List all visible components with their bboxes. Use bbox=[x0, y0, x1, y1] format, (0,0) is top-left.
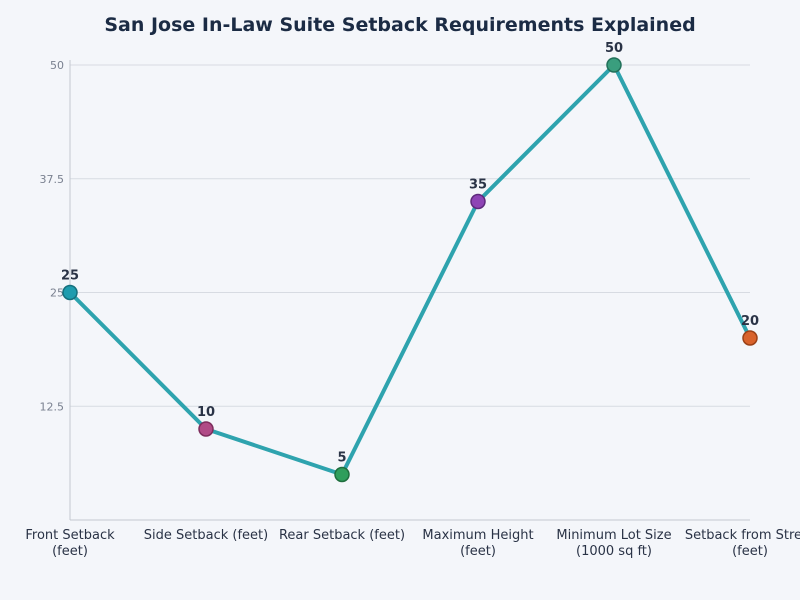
data-point bbox=[742, 330, 758, 346]
x-tick-label-line: Setback from Street bbox=[685, 528, 800, 543]
data-point bbox=[334, 466, 350, 483]
series-line bbox=[68, 63, 752, 477]
x-tick-label: Front Setback (feet) bbox=[25, 528, 115, 559]
data-point bbox=[606, 57, 622, 73]
x-tick-label: Minimum Lot Size (1000 sq ft) bbox=[556, 528, 671, 559]
y-tick-label: 25 bbox=[50, 287, 64, 300]
x-tick-label-line: (1000 sq ft) bbox=[576, 544, 652, 559]
x-tick-label-line: Maximum Height bbox=[422, 528, 533, 543]
y-tick-label: 37.5 bbox=[40, 173, 65, 186]
x-tick-label-line: Rear Setback (feet) bbox=[279, 528, 405, 543]
x-tick-label-line: Minimum Lot Size bbox=[556, 528, 671, 543]
data-point bbox=[198, 421, 214, 437]
data-label: 25 bbox=[61, 269, 79, 284]
data-point bbox=[470, 193, 486, 210]
x-tick-label: Rear Setback (feet) bbox=[279, 528, 405, 543]
data-label: 35 bbox=[469, 178, 487, 193]
x-tick-label: Maximum Height (feet) bbox=[422, 528, 533, 559]
data-label: 50 bbox=[605, 41, 623, 56]
data-label: 20 bbox=[741, 314, 759, 329]
x-tick-label-line: Front Setback bbox=[25, 528, 115, 543]
x-tick-label-line: (feet) bbox=[460, 544, 496, 559]
x-tick-label: Side Setback (feet) bbox=[144, 528, 268, 543]
data-label: 5 bbox=[337, 451, 346, 466]
y-tick-label: 12.5 bbox=[40, 400, 65, 413]
x-tick-label-line: Side Setback (feet) bbox=[144, 528, 268, 543]
x-tick-label: Setback from Street(feet) bbox=[685, 528, 800, 559]
x-tick-label-line: (feet) bbox=[52, 544, 88, 559]
data-point bbox=[62, 284, 78, 301]
data-label: 10 bbox=[197, 405, 215, 420]
x-tick-label-line: (feet) bbox=[732, 544, 768, 559]
y-tick-label: 50 bbox=[50, 59, 64, 72]
chart-title: San Jose In-Law Suite Setback Requiremen… bbox=[104, 14, 696, 36]
